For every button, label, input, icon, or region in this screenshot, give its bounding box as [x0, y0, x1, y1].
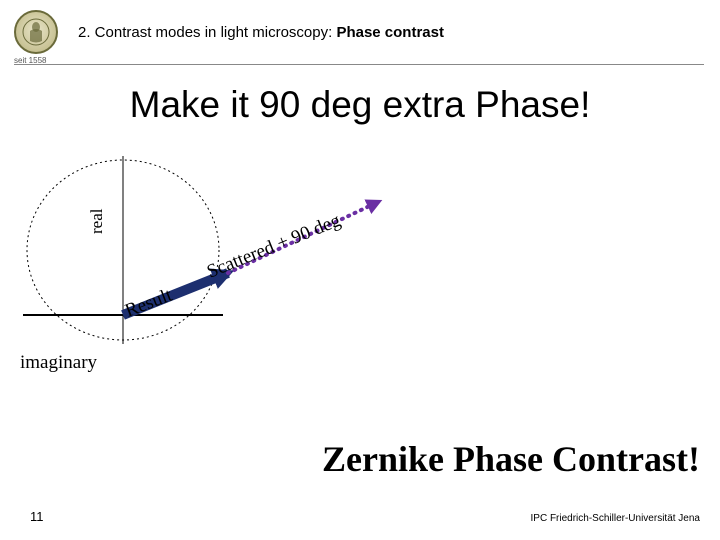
- conclusion-line: Zernike Phase Contrast!: [0, 438, 720, 480]
- svg-text:Result: Result: [122, 284, 176, 321]
- section-title-topic: Phase contrast: [336, 24, 444, 41]
- svg-text:imaginary: imaginary: [20, 352, 98, 373]
- slide-headline: Make it 90 deg extra Phase!: [0, 84, 720, 126]
- section-title: 2. Contrast modes in light microscopy: P…: [78, 24, 444, 41]
- svg-text:Scattered + 90 deg: Scattered + 90 deg: [204, 210, 344, 283]
- header-rule: [14, 64, 704, 65]
- footer-attribution: IPC Friedrich-Schiller-Universität Jena: [531, 513, 701, 524]
- phase-diagram: real imaginary Result Scattered + 90 deg: [18, 150, 418, 410]
- section-title-prefix: 2. Contrast modes in light microscopy:: [78, 24, 336, 41]
- svg-text:real: real: [87, 208, 106, 234]
- slide: seit 1558 2. Contrast modes in light mic…: [0, 0, 720, 540]
- institution-seal-icon: [14, 10, 58, 54]
- page-number: 11: [30, 509, 44, 524]
